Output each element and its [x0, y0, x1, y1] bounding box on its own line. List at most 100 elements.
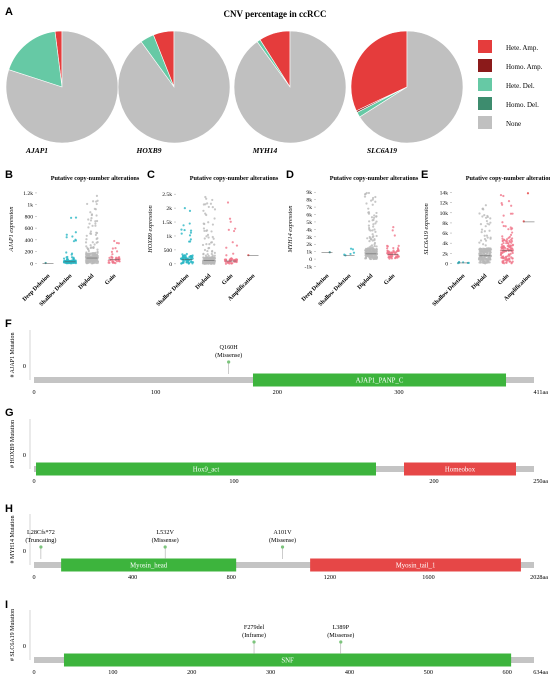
scatter-title: Putative copy-number alterations: [466, 175, 550, 182]
data-point: [371, 229, 374, 232]
data-point: [89, 244, 92, 247]
y-tick-label: 14k: [440, 191, 449, 197]
mutation-head: [39, 545, 43, 549]
data-point: [94, 220, 97, 223]
panel-letter-d: D: [286, 169, 294, 181]
data-point: [373, 228, 376, 231]
data-point: [511, 212, 514, 215]
data-point: [182, 256, 185, 259]
data-point: [113, 239, 116, 243]
data-point: [213, 208, 217, 211]
domain-label: SNF: [281, 658, 294, 665]
data-point: [44, 261, 47, 265]
y-tick-label: 6k: [442, 231, 448, 237]
protein-length-label: 250aa: [533, 478, 548, 485]
pie-chart-ajap1: AJAP1: [5, 30, 119, 155]
data-point: [387, 250, 391, 253]
x-tick-label: 400: [128, 574, 137, 581]
data-point: [95, 194, 99, 197]
protein-length-label: 634aa: [533, 669, 548, 676]
data-point: [108, 256, 111, 260]
panel-letter-i: I: [5, 599, 8, 611]
data-point: [96, 251, 99, 254]
data-point: [507, 200, 511, 203]
data-point: [500, 202, 503, 205]
panel-letter-e: E: [421, 169, 428, 181]
data-point: [367, 212, 371, 215]
data-point: [189, 231, 193, 234]
data-point: [480, 228, 484, 231]
pie-gene-label: HOXB9: [135, 146, 161, 155]
y-tick-label: 0: [169, 262, 172, 268]
data-point: [114, 262, 117, 265]
data-point: [503, 245, 506, 249]
scatter-title: Putative copy-number alterations: [190, 175, 279, 182]
legend-label-homo-amp: Homo. Amp.: [506, 63, 543, 71]
data-point: [208, 243, 211, 246]
data-point: [94, 224, 97, 227]
data-point: [367, 207, 370, 210]
data-point: [486, 215, 489, 219]
pie-chart-slc6a19: SLC6A19: [350, 30, 464, 155]
y-tick-label: 12k: [440, 201, 449, 207]
data-point: [499, 253, 503, 256]
data-point: [202, 256, 205, 259]
category-label: Gain: [383, 273, 397, 287]
y-tick-label: 1.5k: [162, 220, 172, 226]
y-tick-label: 1k: [306, 250, 312, 256]
y-tick-label: 400: [25, 238, 34, 244]
data-point: [184, 255, 187, 258]
data-point: [505, 238, 509, 241]
data-point: [366, 237, 369, 240]
data-point: [88, 253, 91, 256]
data-point: [508, 257, 511, 260]
data-point: [92, 245, 95, 249]
y-tick-label: 1k: [27, 203, 33, 209]
x-tick-label: 300: [394, 389, 403, 396]
lollipop-plot-slc6a19: 0 # SLC6A19 Mutation SNF F279del(Inframe) L3…: [10, 609, 548, 676]
x-tick-label: 100: [108, 669, 117, 676]
data-point: [365, 255, 368, 258]
y-tick-label: 0: [30, 261, 33, 267]
data-point: [213, 251, 216, 254]
data-point: [478, 241, 481, 244]
mutation-label: L532V: [156, 529, 174, 536]
data-point: [502, 214, 505, 217]
data-point: [85, 261, 88, 264]
data-point: [91, 241, 94, 244]
mutation-type: (Truncating): [25, 537, 56, 544]
data-point: [504, 258, 507, 261]
data-point: [188, 234, 192, 237]
x-tick-label: 100: [229, 478, 238, 485]
data-point: [92, 259, 96, 262]
data-point: [372, 216, 376, 219]
data-point: [375, 234, 378, 238]
y-tick-label: 0: [23, 452, 26, 459]
data-point: [87, 218, 90, 221]
data-point: [96, 248, 99, 251]
data-point: [368, 235, 371, 239]
data-point: [117, 242, 120, 245]
data-point: [504, 225, 507, 228]
data-point: [372, 225, 375, 228]
data-point: [507, 245, 511, 249]
data-point: [368, 240, 371, 243]
data-point: [203, 248, 207, 252]
data-point: [114, 247, 117, 250]
scatter-plot-ajap1: Putative copy-number alterations AJAP1 ex…: [8, 175, 140, 308]
data-point: [372, 223, 375, 226]
data-point: [207, 236, 210, 239]
data-point: [74, 238, 77, 241]
data-point: [211, 198, 214, 202]
legend-label-hete-del: Hete. Del.: [506, 82, 535, 90]
data-point: [208, 246, 211, 250]
legend-swatch-none: [478, 116, 492, 129]
data-point: [207, 259, 210, 262]
data-point: [481, 215, 484, 218]
data-point: [226, 201, 230, 204]
data-point: [85, 251, 88, 254]
data-point: [397, 255, 401, 258]
data-point: [89, 219, 93, 222]
data-point: [85, 253, 88, 256]
data-point: [488, 229, 491, 232]
